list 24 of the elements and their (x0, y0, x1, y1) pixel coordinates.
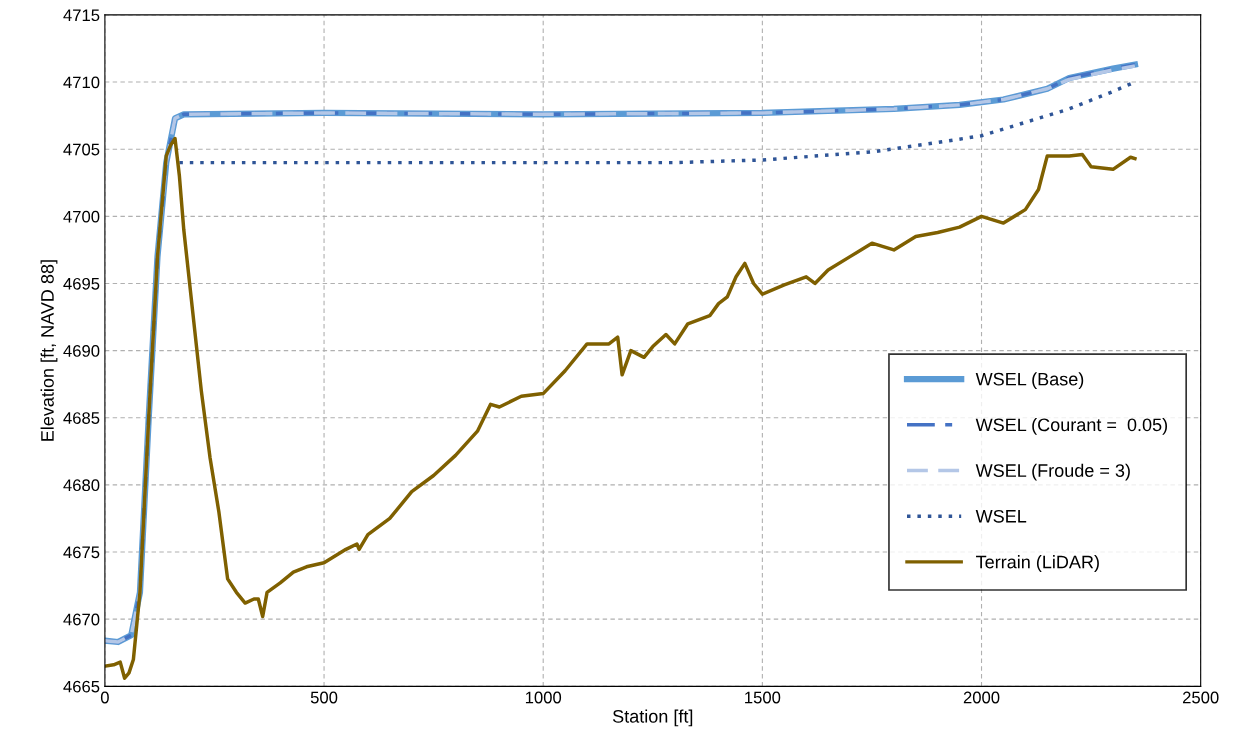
x-axis-title: Station [ft] (612, 709, 693, 727)
x-tick-label: 500 (310, 691, 338, 704)
x-tick-label: 1500 (745, 691, 781, 704)
legend-label: Terrain (LiDAR) (976, 555, 1099, 572)
legend-label: WSEL (Froude = 3) (975, 463, 1130, 481)
y-tick-label: 4710 (63, 76, 100, 89)
y-tick-label: 4715 (63, 9, 100, 22)
y-tick-label: 4680 (63, 479, 100, 492)
legend-label: WSEL (Courant = 0.05) (975, 417, 1168, 435)
y-tick-label: 4695 (63, 277, 100, 290)
y-axis-title: Elevation [ft, NAVD 88] (40, 260, 58, 441)
y-tick-label: 4665 (63, 680, 100, 693)
legend-label: WSEL (Base) (975, 372, 1084, 390)
x-tick-label: 1000 (525, 691, 562, 704)
y-tick-label: 4675 (63, 546, 100, 559)
legend-label: WSEL (975, 509, 1027, 523)
y-tick-label: 4700 (63, 210, 100, 223)
y-tick-label: 4685 (63, 412, 100, 424)
y-tick-label: 4705 (63, 143, 100, 156)
x-tick-label: 0 (100, 691, 109, 704)
x-tick-label: 2500 (1182, 691, 1219, 704)
y-tick-label: 4670 (63, 613, 100, 626)
y-tick-label: 4690 (63, 345, 100, 357)
x-tick-label: 2000 (963, 691, 1000, 704)
